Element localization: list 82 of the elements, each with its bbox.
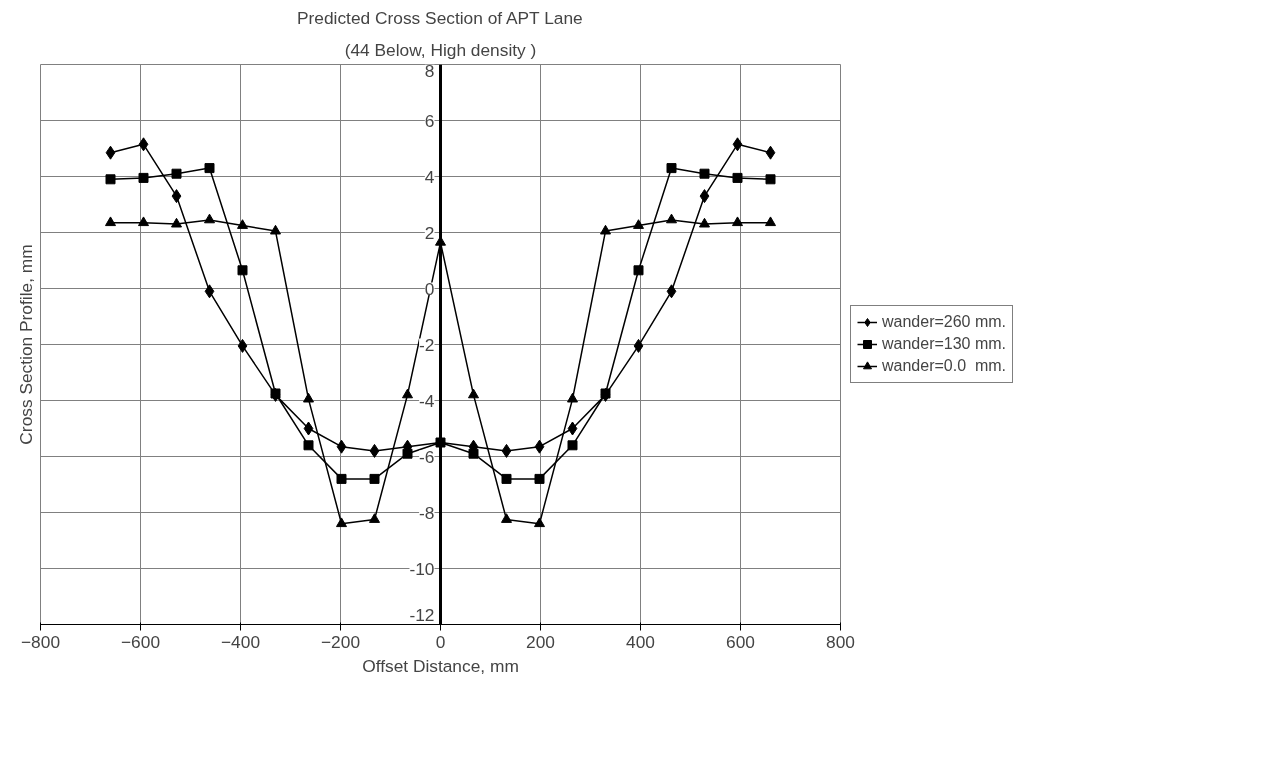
point [765, 174, 776, 185]
point [534, 473, 545, 484]
point [732, 137, 743, 152]
point [402, 448, 413, 459]
x-tick-label: −800 [20, 631, 61, 652]
x-tick-label: −400 [220, 631, 261, 652]
y-tick-label: -4 [419, 390, 435, 411]
point [633, 219, 644, 229]
x-tick-label: 200 [526, 631, 555, 652]
point [699, 217, 710, 228]
y-tick-label: -6 [419, 446, 435, 467]
point [138, 172, 149, 183]
x-tick-label: 600 [726, 631, 755, 652]
x-tick-label: 800 [826, 631, 855, 652]
point [171, 217, 182, 228]
point [237, 219, 248, 229]
point [666, 284, 677, 299]
point [567, 440, 578, 451]
point [732, 172, 743, 183]
point [303, 392, 314, 403]
point [105, 145, 116, 160]
point [666, 213, 677, 224]
point [105, 216, 116, 227]
point [666, 163, 677, 174]
point [336, 517, 347, 528]
point [204, 213, 215, 224]
point [336, 473, 347, 484]
point [468, 448, 479, 459]
point [501, 443, 512, 458]
point [501, 473, 512, 484]
point [270, 388, 281, 399]
x-tick-label: −200 [320, 631, 361, 652]
point [138, 137, 149, 152]
y-tick-label: 8 [424, 60, 435, 81]
y-tick-label: 2 [424, 222, 435, 243]
x-axis-title: Offset Distance, mm [362, 655, 519, 676]
y-tick-label: -12 [409, 604, 435, 625]
y-tick-label: 6 [424, 110, 435, 131]
point [171, 168, 182, 179]
point [237, 265, 248, 276]
legend-label: wander=0.0 mm. [882, 357, 1007, 375]
point [633, 265, 644, 276]
point [501, 513, 512, 523]
chart-title: Predicted Cross Section of APT Lane [296, 7, 583, 28]
point [633, 338, 644, 353]
y-tick-label: -8 [419, 502, 435, 523]
x-tick-label: 400 [626, 631, 655, 652]
point [699, 189, 710, 204]
point [369, 473, 380, 484]
point [765, 216, 776, 227]
point [237, 338, 248, 353]
point [567, 392, 578, 403]
point [369, 513, 380, 523]
point [732, 216, 743, 227]
y-tick-label: 4 [424, 166, 435, 187]
point [303, 440, 314, 451]
point [171, 189, 182, 204]
y-tick-label: -2 [419, 334, 435, 355]
legend-label: wander=260 mm. [882, 313, 1007, 331]
x-tick-label: −600 [120, 631, 161, 652]
point [534, 439, 545, 454]
point [402, 388, 413, 399]
chart-subtitle: (44 Below, High density ) [344, 39, 537, 60]
point [468, 388, 479, 399]
point [138, 216, 149, 227]
point [303, 421, 314, 436]
legend-label: wander=130 mm. [882, 335, 1007, 353]
point [369, 443, 380, 458]
point [765, 145, 776, 160]
point [204, 163, 215, 174]
y-axis-title: Cross Section Profile, mm [15, 244, 36, 445]
point [105, 174, 116, 185]
point [600, 388, 611, 399]
y-tick-label: 0 [424, 278, 435, 299]
point [567, 421, 578, 436]
point [270, 224, 281, 235]
point [699, 168, 710, 179]
point [336, 439, 347, 454]
point [534, 517, 545, 528]
y-tick-label: -10 [409, 558, 435, 579]
point [600, 224, 611, 235]
point [204, 284, 215, 299]
